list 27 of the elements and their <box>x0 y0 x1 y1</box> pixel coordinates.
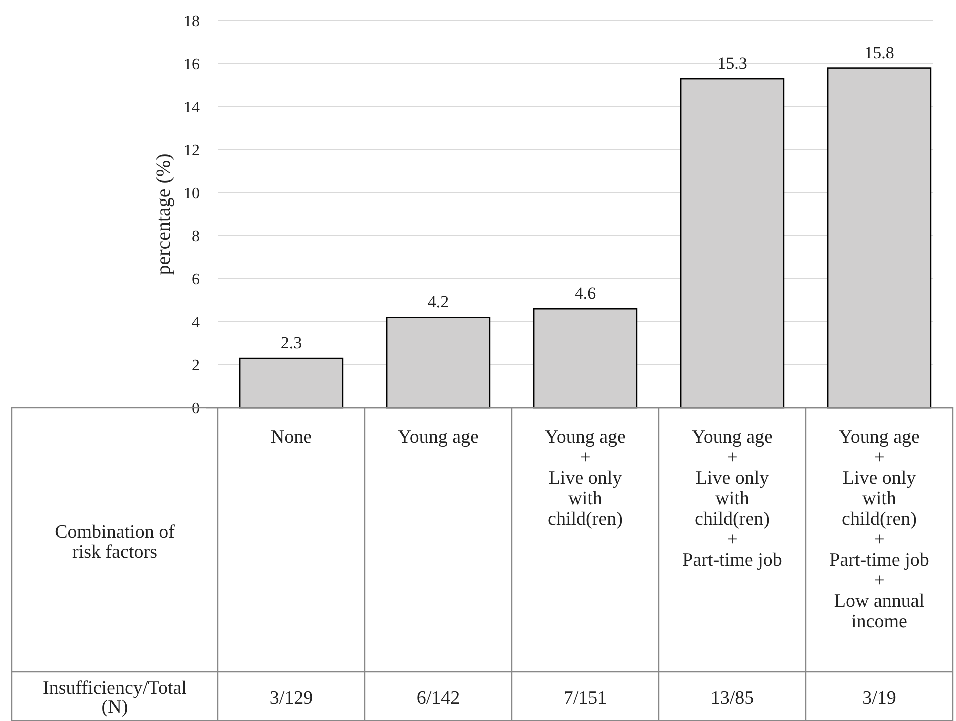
data-label: 2.3 <box>280 334 302 353</box>
y-tick-label: 2 <box>192 358 200 375</box>
x-tick-label: Young age + Live only with child(ren) + Part-time job <box>682 427 782 571</box>
text: 7/151 <box>564 688 608 709</box>
data-label: 4.6 <box>574 284 596 304</box>
x-tick-label: Young age + Live only with child(ren) <box>545 427 626 530</box>
category-label: Young age + Live only with child(ren) + Part-time job + Low annual income <box>830 427 930 632</box>
x-tick-label: Young age <box>398 427 479 448</box>
y-tick-label: 12 <box>184 142 200 160</box>
y-tick-label: 10 <box>184 186 200 203</box>
data-label: 15.8 <box>864 43 894 62</box>
y-tick-label: 18 <box>184 14 200 31</box>
y-axis-title: percentage (%) <box>153 154 175 276</box>
text: 6/142 <box>416 688 460 709</box>
y-tick-label: 4 <box>192 314 200 332</box>
text: 3/129 <box>270 688 314 709</box>
x-axis-title: Combination of risk factors <box>55 522 176 563</box>
y-tick-label: 8 <box>192 228 200 246</box>
x-tick-label: None <box>270 427 312 448</box>
y-tick-label: 16 <box>184 56 200 74</box>
y-tick-label: 6 <box>192 272 200 289</box>
data-label: 4.2 <box>428 292 450 312</box>
text: 13/85 <box>710 688 754 709</box>
y-tick-label: 14 <box>184 100 200 117</box>
data-label: 15.3 <box>718 54 748 74</box>
text: 3/19 <box>862 688 896 709</box>
text: Insufficiency/Total (N) <box>43 678 187 718</box>
